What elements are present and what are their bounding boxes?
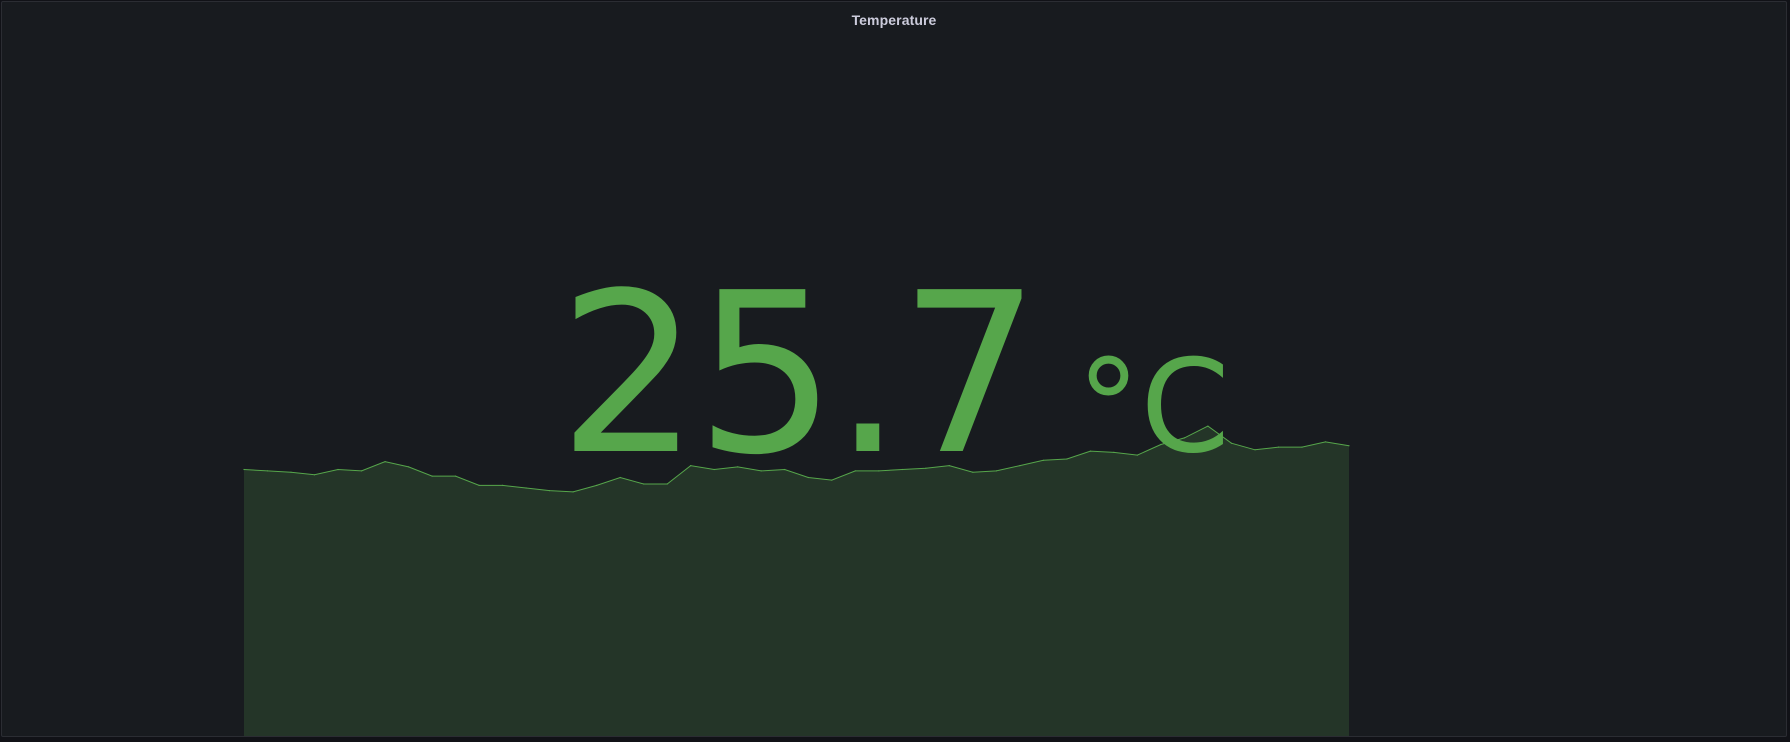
sparkline-point bbox=[525, 487, 527, 489]
stat-value-unit: °C bbox=[1076, 333, 1230, 482]
sparkline-point bbox=[549, 490, 551, 492]
panel-header[interactable]: Temperature bbox=[2, 2, 1786, 38]
stat-value-number: 25.7 bbox=[558, 246, 1040, 504]
stat-value: 25.7 °C bbox=[2, 264, 1786, 486]
panel-title: Temperature bbox=[851, 12, 937, 28]
